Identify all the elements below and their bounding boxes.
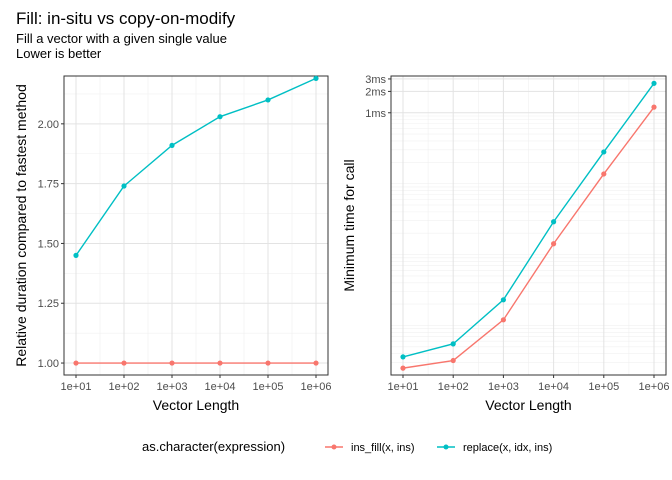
- right-x-axis-title: Vector Length: [485, 397, 571, 413]
- left-x-tick-label: 1e+01: [61, 381, 92, 393]
- right-point-ins-fill: [500, 317, 506, 323]
- right-y-tick-label: 2ms: [365, 86, 386, 98]
- right-point-replace: [500, 297, 506, 303]
- right-y-axis-title: Minimum time for call: [341, 159, 357, 291]
- legend-item-ins-fill: ins_fill(x, ins): [325, 442, 415, 454]
- left-y-axis-title: Relative duration compared to fastest me…: [13, 84, 29, 367]
- left-x-axis-title: Vector Length: [153, 397, 239, 413]
- left-point-ins-fill: [217, 360, 223, 366]
- left-point-ins-fill: [265, 360, 271, 366]
- right-point-replace: [400, 354, 406, 360]
- left-x-tick-label: 1e+06: [301, 381, 332, 393]
- left-y-tick-label: 1.25: [38, 298, 59, 310]
- right-x-tick-label: 1e+06: [639, 381, 670, 393]
- right-y-tick-label: 3ms: [365, 74, 386, 86]
- left-panel: 1.00 1.25 1.50 1.75 2.00 1e+01 1e+02 1e+03 1e+04…: [13, 75, 332, 413]
- right-point-ins-fill: [551, 241, 557, 247]
- right-x-tick-label: 1e+04: [538, 381, 569, 393]
- left-point-ins-fill: [73, 360, 79, 366]
- left-y-tick-label: 1.75: [38, 179, 59, 191]
- legend-key-point-ins-fill: [331, 444, 337, 450]
- left-x-tick-label: 1e+02: [109, 381, 140, 393]
- right-x-tick-label: 1e+02: [438, 381, 469, 393]
- legend-item-replace: replace(x, idx, ins): [437, 442, 552, 454]
- right-x-tick-label: 1e+01: [388, 381, 419, 393]
- legend: as.character(expression) ins_fill(x, ins…: [142, 439, 552, 454]
- left-point-replace: [121, 183, 127, 189]
- left-point-replace: [265, 97, 271, 103]
- left-point-ins-fill: [169, 360, 175, 366]
- right-panel-border: [390, 75, 667, 376]
- right-series-line-replace: [402, 82, 655, 358]
- left-panel-border: [63, 75, 329, 376]
- right-point-replace: [651, 80, 657, 86]
- right-point-ins-fill: [450, 357, 456, 364]
- left-point-replace: [217, 114, 223, 120]
- right-point-replace: [551, 219, 557, 225]
- legend-key-point-replace: [443, 444, 449, 450]
- left-x-tick-label: 1e+03: [157, 381, 188, 393]
- legend-label-ins-fill: ins_fill(x, ins): [351, 442, 415, 454]
- subtitle-line-1: Fill a vector with a given single value: [16, 31, 227, 46]
- left-x-tick-label: 1e+05: [253, 381, 284, 393]
- left-x-tick-label: 1e+04: [205, 381, 236, 393]
- left-y-tick-label: 1.00: [38, 358, 59, 370]
- right-point-ins-fill: [651, 104, 657, 110]
- legend-label-replace: replace(x, idx, ins): [463, 442, 552, 454]
- right-point-ins-fill: [601, 171, 607, 177]
- left-point-ins-fill: [121, 360, 127, 366]
- legend-title: as.character(expression): [142, 439, 285, 454]
- left-point-replace: [169, 142, 175, 148]
- right-point-ins-fill: [400, 365, 406, 371]
- right-x-tick-label: 1e+05: [588, 381, 619, 393]
- subtitle-line-2: Lower is better: [16, 46, 102, 61]
- right-series-line-ins-fill: [402, 106, 655, 369]
- right-point-replace: [450, 341, 456, 347]
- left-series-line-replace: [75, 77, 317, 256]
- left-point-replace: [313, 75, 319, 81]
- left-point-replace: [73, 252, 79, 258]
- left-y-tick-label: 1.50: [38, 238, 59, 250]
- left-point-ins-fill: [313, 360, 319, 366]
- left-y-tick-label: 2.00: [38, 119, 59, 131]
- right-x-tick-label: 1e+03: [488, 381, 519, 393]
- chart-title: Fill: in-situ vs copy-on-modify: [16, 9, 236, 28]
- right-point-replace: [601, 149, 607, 155]
- right-y-tick-label: 1ms: [365, 108, 386, 120]
